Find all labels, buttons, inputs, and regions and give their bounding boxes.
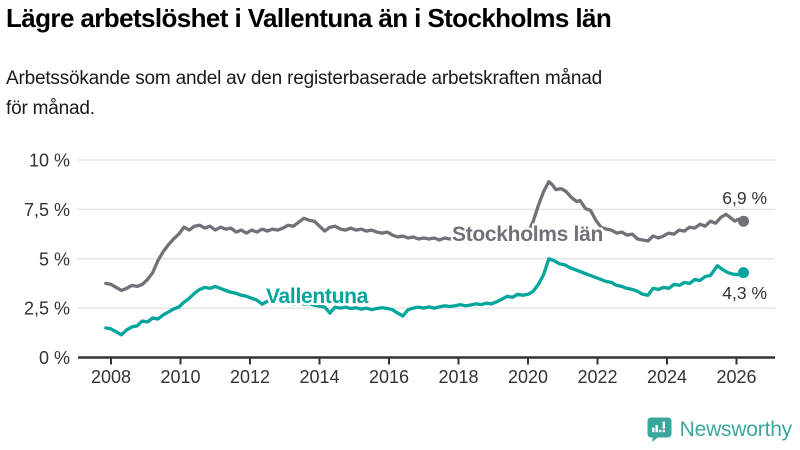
series-line-vallentuna <box>104 257 746 337</box>
y-tick-label: 2,5 % <box>24 299 70 319</box>
chart-subtitle-line-2: för månad. <box>6 98 95 119</box>
page-title: Lägre arbetslöshet i Vallentuna än i Sto… <box>6 3 612 33</box>
x-tick-label: 2020 <box>508 367 548 387</box>
y-tick-label: 0 % <box>39 348 70 368</box>
newsworthy-speech-bubble-icon <box>647 417 672 442</box>
y-tick-label: 5 % <box>39 249 70 269</box>
x-tick-label: 2014 <box>299 367 339 387</box>
series-line-stockholms-l-n <box>104 180 746 293</box>
y-tick-label: 10 % <box>29 151 70 171</box>
x-tick-label: 2026 <box>716 367 756 387</box>
x-tick-label: 2022 <box>577 367 617 387</box>
chart-subtitle: Arbetssökande som andel av den registerb… <box>6 64 794 124</box>
x-tick-label: 2010 <box>160 367 200 387</box>
end-value-stockholms-lan: 6,9 % <box>722 188 767 208</box>
x-tick-label: 2024 <box>647 367 687 387</box>
x-tick-label: 2012 <box>230 367 270 387</box>
y-tick-label: 7,5 % <box>24 200 70 220</box>
newsworthy-wordmark: Newsworthy <box>679 417 793 441</box>
series-label-stockholms-lan: Stockholms län <box>452 223 604 246</box>
x-tick-label: 2008 <box>91 367 131 387</box>
chart-subtitle-line-1: Arbetssökande som andel av den registerb… <box>6 68 603 89</box>
end-value-vallentuna: 4,3 % <box>722 283 767 303</box>
bar-chart-glyph <box>651 421 665 433</box>
series-label-vallentuna: Vallentuna <box>266 285 369 308</box>
x-tick-label: 2016 <box>369 367 409 387</box>
series-endpoint-vallentuna <box>738 267 749 279</box>
series-endpoint-stockholms-l-n <box>738 215 749 227</box>
newsworthy-logo: Newsworthy <box>646 416 792 443</box>
x-tick-label: 2018 <box>438 367 478 387</box>
